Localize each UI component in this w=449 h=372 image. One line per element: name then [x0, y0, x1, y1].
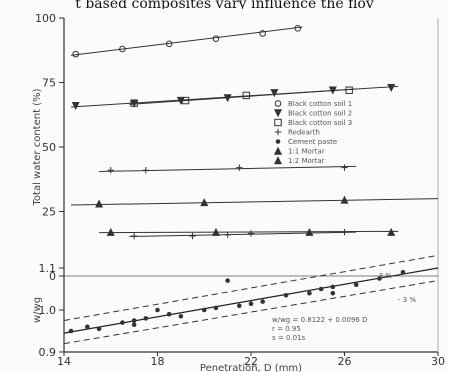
- data-point: [345, 86, 353, 94]
- y-axis-title-lower: w/wg: [32, 297, 43, 323]
- legend-label: Cement paste: [288, 138, 337, 146]
- legend-label: Redearth: [288, 129, 320, 137]
- data-point: [330, 284, 336, 290]
- x-axis-title: Penetration, D (mm): [200, 363, 302, 372]
- band-label: - 3 %: [398, 296, 416, 304]
- band-label: - 3 %: [374, 272, 392, 280]
- data-point: [318, 286, 324, 292]
- data-point: [236, 164, 243, 171]
- series-fit-line: [99, 230, 399, 234]
- y-tick-label: 75: [42, 77, 56, 90]
- series-fit-line: [99, 165, 357, 173]
- data-point: [260, 299, 265, 304]
- y-tick-label: 50: [42, 141, 56, 154]
- upper-band-line: [63, 254, 439, 321]
- legend-marker: [274, 118, 282, 127]
- series-fit-line: [71, 198, 439, 206]
- data-point: [225, 278, 230, 283]
- x-tick-label: 18: [151, 355, 165, 368]
- data-point: [85, 324, 90, 330]
- data-point: [95, 199, 104, 208]
- data-point: [130, 232, 138, 240]
- data-point: [213, 305, 219, 311]
- data-point: [341, 164, 348, 171]
- equation-line: w/wg = 0.8122 + 0.0096 D: [272, 316, 367, 324]
- data-point: [307, 290, 312, 296]
- legend-label: 1:1 Mortar: [288, 148, 325, 156]
- y-tick-label: 0: [49, 270, 56, 283]
- regression-line: [63, 267, 439, 334]
- legend-label: Black cotton soil 1: [288, 100, 352, 108]
- lower-band-line: [63, 280, 439, 345]
- equation-line: r = 0.95: [272, 325, 301, 333]
- data-point: [259, 30, 266, 37]
- data-point: [143, 316, 149, 321]
- series-fit-line: [70, 26, 303, 56]
- y-tick-label: 0.9: [39, 346, 57, 359]
- data-point: [96, 326, 102, 332]
- legend-marker: [275, 139, 281, 144]
- data-point: [166, 311, 172, 317]
- data-point: [224, 231, 231, 238]
- data-point: [305, 227, 314, 236]
- y-tick-label: 1.1: [39, 262, 57, 275]
- x-tick-label: 30: [431, 355, 445, 368]
- data-point: [201, 307, 207, 313]
- data-point: [131, 322, 137, 328]
- data-point: [212, 35, 220, 42]
- data-point: [155, 307, 160, 313]
- data-point: [377, 276, 382, 281]
- data-point: [242, 91, 251, 100]
- equation-line: s = 0.01s: [272, 334, 306, 342]
- y-tick-label: 100: [35, 12, 56, 25]
- legend-label: Black cotton soil 3: [288, 119, 352, 127]
- data-point: [106, 227, 115, 236]
- data-point: [107, 167, 114, 174]
- caption-text: t based composites vary influence the fl…: [75, 0, 374, 9]
- data-point: [71, 102, 80, 111]
- x-tick-label: 22: [244, 355, 258, 368]
- data-point: [178, 314, 184, 319]
- data-point: [353, 282, 359, 288]
- legend-label: 1:2 Mortar: [288, 157, 325, 165]
- legend-marker: [273, 156, 283, 165]
- data-point: [237, 303, 242, 309]
- data-point: [330, 290, 336, 296]
- data-point: [120, 320, 125, 325]
- data-point: [400, 269, 406, 275]
- data-point: [248, 301, 254, 307]
- y-tick-label: 25: [42, 206, 56, 219]
- data-point: [294, 25, 302, 32]
- y-tick-label: 1.0: [39, 304, 57, 317]
- data-point: [72, 50, 79, 58]
- data-point: [181, 96, 190, 105]
- legend-marker: [273, 109, 283, 118]
- y-axis-title: Total water content (%): [32, 88, 43, 206]
- data-point: [387, 227, 396, 236]
- data-point: [119, 45, 126, 53]
- data-point: [270, 89, 279, 98]
- data-point: [340, 195, 349, 204]
- x-tick-label: 14: [57, 355, 71, 368]
- data-point: [283, 293, 289, 298]
- data-point: [189, 232, 196, 240]
- x-tick-label: 26: [338, 355, 352, 368]
- data-point: [341, 228, 348, 236]
- legend-label: Black cotton soil 2: [288, 110, 352, 118]
- data-point: [200, 198, 209, 207]
- data-point: [142, 167, 150, 174]
- data-point: [387, 83, 396, 92]
- legend-marker: [273, 146, 283, 155]
- series-fit-line: [129, 231, 357, 238]
- data-point: [247, 230, 255, 237]
- data-point: [130, 99, 138, 107]
- data-point: [68, 328, 74, 334]
- data-point: [131, 318, 137, 323]
- legend-marker: [274, 100, 282, 107]
- data-point: [165, 40, 173, 48]
- legend-marker: [274, 128, 282, 136]
